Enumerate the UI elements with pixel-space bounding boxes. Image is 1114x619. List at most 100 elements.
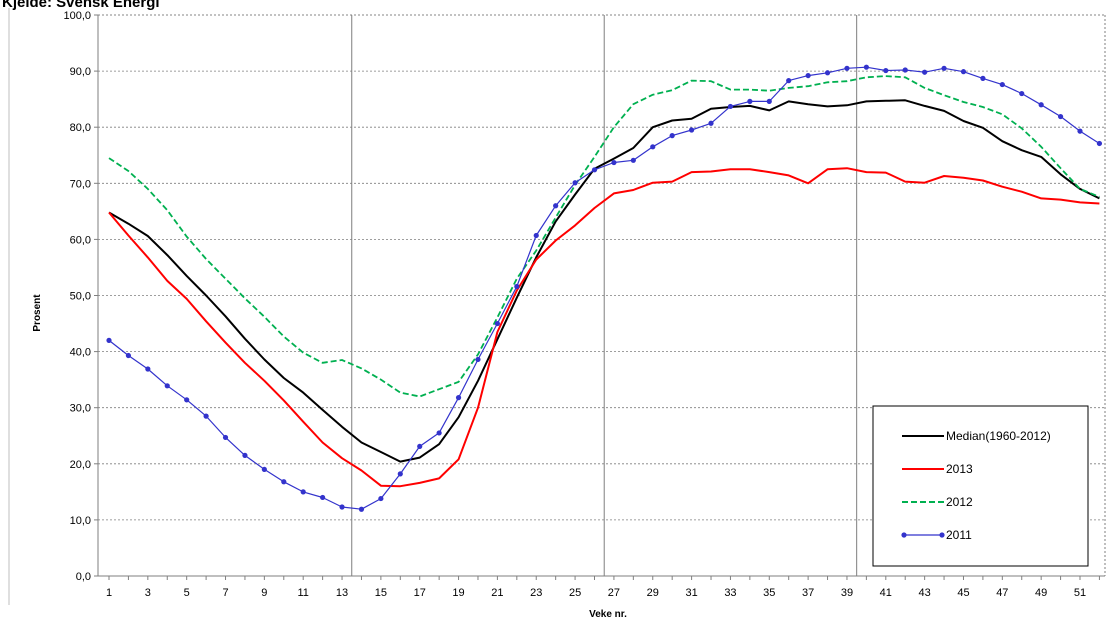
series-point xyxy=(766,98,772,104)
x-tick-labels: 1 3 5 7 9 11 13 15 17 19 21 23 25 27 29 31 33 35 37 39 41 43 4… xyxy=(106,587,1086,599)
series-point xyxy=(106,337,112,343)
series-point xyxy=(261,466,267,473)
x-tick-label: 45 xyxy=(957,587,969,599)
series-point xyxy=(125,352,132,359)
y-tick-label: 100,0 xyxy=(63,10,91,22)
series-point xyxy=(455,395,462,401)
source-caption: Kjelde: Svensk Energi xyxy=(2,0,160,11)
series-point xyxy=(339,504,345,510)
series-point xyxy=(980,75,986,81)
y-tick-label: 20,0 xyxy=(70,459,91,471)
series-line-3 xyxy=(108,66,1100,510)
series-point xyxy=(436,430,442,436)
y-tick-label: 10,0 xyxy=(70,515,91,527)
series-point xyxy=(786,78,792,84)
axes xyxy=(8,8,1106,605)
series-point xyxy=(572,180,578,186)
series-point xyxy=(1057,113,1064,120)
y-tick-label: 30,0 xyxy=(70,403,91,415)
series-point xyxy=(417,443,423,450)
x-tick-label: 35 xyxy=(763,587,775,599)
series-point xyxy=(300,489,306,495)
series-point xyxy=(281,479,287,485)
y-tick-label: 90,0 xyxy=(70,66,91,78)
x-tick-label: 15 xyxy=(375,587,387,599)
series-point xyxy=(650,144,656,150)
series-point xyxy=(747,98,753,104)
x-tick-label: 27 xyxy=(608,587,620,599)
y-axis-label: Prosent xyxy=(32,294,43,332)
series-point xyxy=(203,413,209,419)
x-tick-label: 37 xyxy=(802,587,814,599)
y-tick-label: 0,0 xyxy=(76,571,91,583)
x-tick-label: 49 xyxy=(1035,587,1047,599)
series-point xyxy=(1077,128,1083,134)
x-tick-label: 47 xyxy=(996,587,1008,599)
x-tick-label: 51 xyxy=(1074,587,1086,599)
series-line-1 xyxy=(108,167,1100,488)
series-point xyxy=(591,167,598,173)
x-tick-label: 31 xyxy=(685,587,697,599)
x-tick-label: 19 xyxy=(452,587,464,599)
series-point xyxy=(960,69,967,75)
series-point xyxy=(941,65,947,71)
series-point xyxy=(397,471,403,477)
series-point xyxy=(378,495,384,502)
series-point xyxy=(145,366,151,372)
x-tick-label: 21 xyxy=(491,587,503,599)
series-point xyxy=(630,157,636,163)
x-tick-label: 3 xyxy=(145,587,151,599)
y-tick-label: 50,0 xyxy=(70,291,91,303)
x-tick-label: 39 xyxy=(841,587,853,599)
x-tick-label: 33 xyxy=(724,587,736,599)
series-point xyxy=(708,120,714,126)
series-point xyxy=(689,127,695,133)
x-axis-label: Veke nr. xyxy=(589,609,627,619)
legend-label: 2012 xyxy=(946,495,973,509)
x-tick-label: 41 xyxy=(880,587,892,599)
x-tick-label: 43 xyxy=(919,587,931,599)
x-tick-label: 25 xyxy=(569,587,581,599)
series-point xyxy=(320,494,326,501)
series-point xyxy=(922,69,928,75)
series-point xyxy=(184,397,190,403)
series-point xyxy=(611,159,617,166)
series-point xyxy=(514,283,520,290)
y-tick-label: 70,0 xyxy=(70,178,91,190)
series-point xyxy=(727,103,734,110)
series-point xyxy=(805,72,811,79)
legend-label: 2011 xyxy=(946,528,972,542)
legend: Median(1960-2012) 2013 2012 2011 xyxy=(872,405,1089,567)
series-point xyxy=(1038,102,1044,108)
x-tick-label: 23 xyxy=(530,587,542,599)
x-tick-label: 9 xyxy=(261,587,267,599)
y-tick-label: 60,0 xyxy=(70,234,91,246)
x-tick-label: 11 xyxy=(297,587,308,599)
series-point xyxy=(164,383,170,389)
x-tick-label: 1 xyxy=(106,587,112,599)
series-point xyxy=(1019,90,1025,97)
series-point xyxy=(999,81,1005,88)
x-tick-label: 29 xyxy=(647,587,659,599)
legend-label: 2013 xyxy=(946,462,973,476)
series-point xyxy=(863,64,869,70)
legend-box xyxy=(872,405,1089,567)
series-point xyxy=(669,133,675,139)
series-line-0 xyxy=(108,99,1100,463)
y-tick-labels: 0,0 10,0 20,0 30,0 40,0 50,0 60,0 70,0 80,0 90,0 1… xyxy=(63,10,91,583)
series-point xyxy=(475,356,481,363)
series-point xyxy=(358,506,365,512)
series-point xyxy=(242,452,248,458)
series-point xyxy=(844,65,850,71)
series-point xyxy=(902,67,908,73)
x-tick-label: 5 xyxy=(184,587,190,599)
x-tick-label: 13 xyxy=(336,587,348,599)
y-tick-label: 80,0 xyxy=(70,122,91,134)
legend-marker xyxy=(939,532,945,538)
series-line-2 xyxy=(108,75,1100,398)
series-lines xyxy=(106,64,1103,512)
series-point xyxy=(494,320,500,327)
x-tick-label: 17 xyxy=(414,587,426,599)
series-point xyxy=(824,70,831,76)
